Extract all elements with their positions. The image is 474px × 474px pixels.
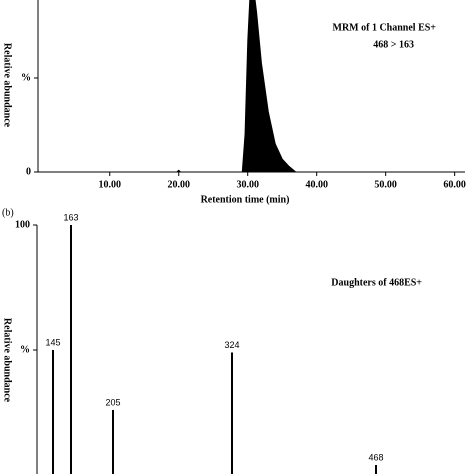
x-tick-label: 30.00: [236, 179, 259, 190]
x-tick-label: 10.00: [98, 179, 121, 190]
data-label: 205: [105, 397, 120, 407]
y-tick-label: 100: [15, 219, 30, 230]
bar: [231, 352, 233, 474]
x-tick-label: 60.00: [443, 179, 466, 190]
data-label: 163: [63, 212, 78, 222]
bar: [112, 410, 114, 474]
data-label: 145: [45, 337, 60, 347]
data-label: 324: [224, 340, 239, 350]
annotation: Daughters of 468ES+: [331, 277, 422, 288]
y-axis-title: Relative abundance: [2, 43, 13, 128]
annotation: 468 > 163: [373, 39, 414, 50]
panel-label: (b): [2, 207, 14, 218]
x-axis-title: Retention time (min): [201, 194, 290, 205]
x-tick-label: 50.00: [374, 179, 397, 190]
area: [40, 0, 465, 173]
y-tick-label: %: [20, 344, 30, 355]
data-label: 468: [368, 452, 383, 462]
y-axis-title: Relative abundance: [2, 318, 13, 403]
bar: [70, 225, 72, 474]
x-tick-label: 20.00: [167, 179, 190, 190]
x-tick-label: 40.00: [305, 179, 328, 190]
bar: [375, 465, 377, 474]
bar: [52, 350, 54, 474]
annotation: MRM of 1 Channel ES+: [333, 22, 437, 33]
y-tick-label: %: [21, 72, 31, 83]
y-tick-label: 0: [26, 166, 31, 177]
